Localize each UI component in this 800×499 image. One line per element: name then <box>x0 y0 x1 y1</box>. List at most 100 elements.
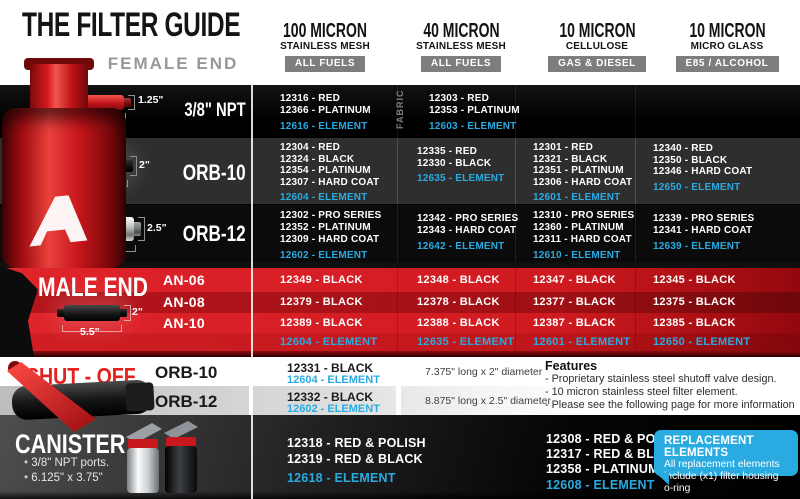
element-part-number: 12601 - ELEMENT <box>533 192 621 203</box>
aeromotive-logo-mark <box>29 195 88 247</box>
media-type: STAINLESS MESH <box>280 41 370 52</box>
element-part-number: 12635 - ELEMENT <box>417 336 515 348</box>
row-label-npt: 3/8" NPT <box>184 100 246 121</box>
dimensions-note: 7.375" long x 2" diameter <box>425 366 543 378</box>
row-npt: 1.25" 3.5" 3/8" NPT 12316 - RED 12366 - … <box>0 85 800 137</box>
part-number: 12350 - BLACK <box>653 154 728 166</box>
canister-product-images <box>126 421 198 493</box>
dimension-line <box>124 305 131 321</box>
callout-line: All replacement elements <box>664 459 780 470</box>
callout-title: REPLACEMENT ELEMENTS <box>664 435 754 459</box>
part-number: 12303 - RED <box>429 93 490 104</box>
section-male-end: 12349 - BLACK 12348 - BLACK 12347 - BLAC… <box>0 262 800 357</box>
element-part-number: 12639 - ELEMENT <box>653 241 741 252</box>
element-part-number: 12604 - ELEMENT <box>280 192 368 203</box>
part-number: 12340 - RED <box>653 143 714 154</box>
part-number: 12307 - HARD COAT <box>280 176 380 188</box>
part-number: 12310 - PRO SERIES <box>533 210 635 221</box>
canister-bullet: 3/8" NPT ports. <box>24 457 109 469</box>
male-filter-product-image <box>64 305 120 321</box>
part-number: 12346 - HARD COAT <box>653 166 753 177</box>
part-number: 12321 - BLACK <box>533 153 608 165</box>
column-header-10-micron-micro-glass: 10 MICRON MICRO GLASS E85 / ALCOHOL <box>660 21 794 72</box>
canister-bullet: 6.125" x 3.75" <box>24 472 102 484</box>
media-type: STAINLESS MESH <box>416 41 506 52</box>
dimension-line <box>138 217 145 241</box>
part-number: 12343 - HARD COAT <box>417 225 517 236</box>
dimension-height: 2" <box>139 159 150 171</box>
part-number: 12345 - BLACK <box>653 274 736 286</box>
column-header-100-micron: 100 MICRON STAINLESS MESH ALL FUELS <box>252 20 398 72</box>
part-number: 12375 - BLACK <box>653 296 736 308</box>
part-number: 12347 - BLACK <box>533 274 616 286</box>
part-number: 12324 - BLACK <box>280 153 355 165</box>
row-label-orb10: ORB-10 <box>183 160 246 185</box>
part-number: 12360 - PLATINUM <box>533 222 624 233</box>
part-number: 12388 - BLACK <box>417 317 500 329</box>
element-part-number: 12603 - ELEMENT <box>429 121 517 132</box>
element-part-number: 12602 - ELEMENT <box>280 250 368 261</box>
cell-npt-100micron: 12316 - RED 12366 - PLATINUM 12616 - ELE… <box>252 85 397 137</box>
row-male-elements: 12604 - ELEMENT 12635 - ELEMENT 12601 - … <box>0 333 800 351</box>
part-number: 12341 - HARD COAT <box>653 225 753 236</box>
element-part-number: 12608 - ELEMENT <box>546 478 655 492</box>
fuel-badge: GAS & DIESEL <box>548 56 646 72</box>
row-label-shutoff-orb12: ORB-12 <box>155 392 218 411</box>
dimension-line <box>128 95 135 110</box>
part-number: 12317 - RED & BLACK <box>546 447 682 461</box>
shutoff-valve-product-image <box>7 361 155 432</box>
element-part-number: 12604 - ELEMENT <box>287 374 380 386</box>
element-part-number: 12650 - ELEMENT <box>653 181 741 193</box>
element-part-number: 12602 - ELEMENT <box>287 403 380 415</box>
part-number: 12309 - HARD COAT <box>280 234 380 245</box>
features-list: Features - Proprietary stainless steel s… <box>545 359 797 413</box>
replacement-elements-callout: REPLACEMENT ELEMENTS All replacement ele… <box>654 430 798 494</box>
row-label-orb12: ORB-12 <box>183 221 246 246</box>
cell-orb12-100micron: 12302 - PRO SERIES 12352 - PLATINUM 1230… <box>252 205 397 262</box>
row-label-shutoff-orb10: ORB-10 <box>155 363 218 382</box>
callout-line: include (x1) filter housing o-ring <box>664 471 779 494</box>
micron-rating: 10 MICRON <box>558 20 636 42</box>
row-an06: 12349 - BLACK 12348 - BLACK 12347 - BLAC… <box>0 268 800 292</box>
dimension-length: 5.5" <box>80 326 100 338</box>
element-part-number: 12618 - ELEMENT <box>287 471 396 485</box>
part-number: 12306 - HARD COAT <box>533 176 633 188</box>
part-number: 12331 - BLACK <box>287 361 374 375</box>
cell-orb10-micro-glass: 12340 - RED 12350 - BLACK 12346 - HARD C… <box>635 138 800 204</box>
part-number: 12316 - RED <box>280 93 341 104</box>
part-number: 12385 - BLACK <box>653 317 736 329</box>
fuel-badge: ALL FUELS <box>420 56 502 72</box>
part-number: 12351 - PLATINUM <box>533 165 624 176</box>
dimension-height: 2" <box>132 306 143 318</box>
feature-item: - Proprietary stainless steel shutoff va… <box>545 373 777 385</box>
callout-tail <box>656 473 669 485</box>
feature-item: - Please see the following page for more… <box>545 399 795 412</box>
cell-orb12-micro-glass: 12339 - PRO SERIES 12341 - HARD COAT 126… <box>635 205 800 262</box>
dimension-line <box>130 156 137 176</box>
features-title: Features <box>545 359 598 373</box>
label-column-divider <box>251 85 253 499</box>
cell-orb10-cellulose: 12301 - RED 12321 - BLACK 12351 - PLATIN… <box>515 138 635 204</box>
element-part-number: 12601 - ELEMENT <box>533 336 631 348</box>
part-number: 12335 - RED <box>417 146 478 157</box>
part-number: 12352 - PLATINUM <box>280 222 371 233</box>
part-number: 12330 - BLACK <box>417 157 492 169</box>
micron-rating: 100 MICRON <box>282 20 368 42</box>
part-number: 12378 - BLACK <box>417 296 500 308</box>
part-number: 12311 - HARD COAT <box>533 234 632 245</box>
cell-orb12-40micron: 12342 - PRO SERIES 12343 - HARD COAT 126… <box>397 205 518 262</box>
part-number: 12349 - BLACK <box>280 274 363 286</box>
page-title: THE FILTER GUIDE <box>22 6 241 44</box>
part-number: 12304 - RED <box>280 142 341 153</box>
part-number: 12377 - BLACK <box>533 296 616 308</box>
media-type: CELLULOSE <box>565 41 629 52</box>
row-an10: 12389 - BLACK 12388 - BLACK 12387 - BLAC… <box>0 313 800 333</box>
column-header-10-micron-cellulose: 10 MICRON CELLULOSE GAS & DIESEL <box>530 20 664 72</box>
micron-rating: 40 MICRON <box>422 20 500 42</box>
dimension-line <box>62 325 122 332</box>
element-part-number: 12616 - ELEMENT <box>280 121 368 132</box>
part-number: 12358 - PLATINUM <box>546 462 659 476</box>
element-part-number: 12650 - ELEMENT <box>653 336 751 348</box>
media-type: MICRO GLASS <box>690 41 764 52</box>
